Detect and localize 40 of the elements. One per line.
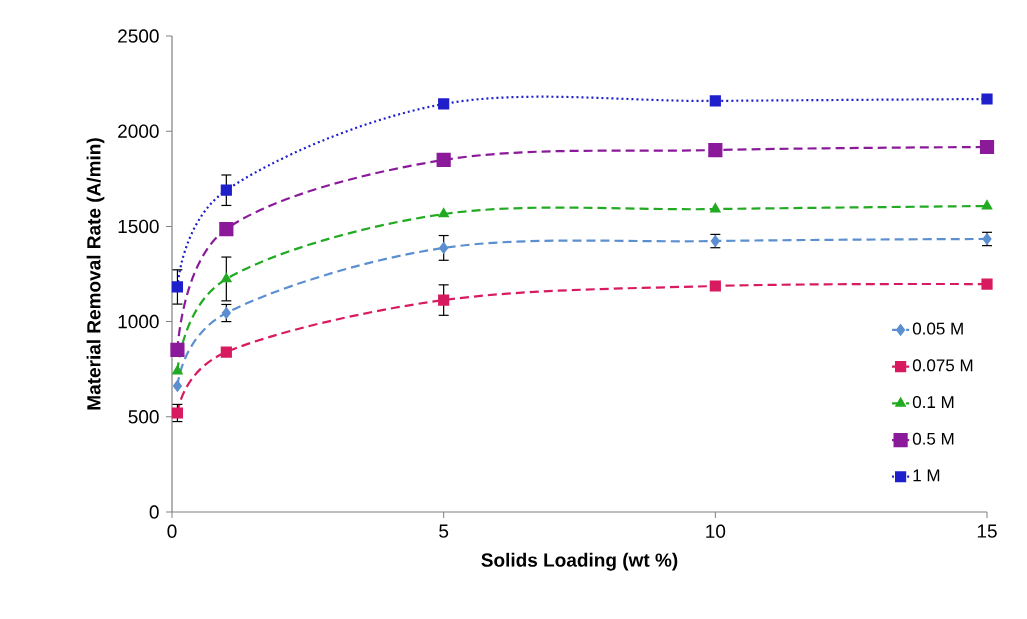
y-tick-label: 0	[149, 505, 159, 519]
point	[982, 200, 992, 210]
point	[221, 273, 232, 283]
point	[438, 294, 450, 306]
x-tick-label: 15	[977, 524, 997, 538]
point	[171, 281, 184, 293]
point	[172, 365, 183, 375]
legend-label: 0.075 M	[912, 359, 973, 372]
x-tick-label: 5	[439, 524, 449, 538]
point	[981, 278, 993, 290]
y-tick-label: 2500	[118, 29, 159, 43]
y-axis-title: Material Removal Rate (A/min)	[86, 138, 105, 410]
point	[438, 208, 449, 218]
point	[220, 346, 232, 358]
x-axis-title: Solids Loading (wt %)	[481, 552, 678, 571]
point	[221, 307, 231, 319]
point	[709, 95, 721, 107]
point	[710, 203, 721, 213]
point	[171, 407, 184, 419]
y-tick-label: 1000	[118, 314, 159, 329]
legend-label: 0.1 M	[912, 396, 954, 409]
point	[172, 380, 182, 392]
point	[709, 280, 721, 292]
x-tick-label: 10	[706, 524, 726, 538]
point	[981, 93, 993, 105]
legend-label: 0.5 M	[912, 432, 954, 445]
y-tick-label: 1500	[118, 219, 159, 234]
legend-label: 0.05 M	[912, 322, 963, 335]
point	[436, 152, 451, 168]
point	[438, 98, 450, 110]
point	[220, 184, 232, 196]
point	[439, 242, 449, 254]
x-tick-label: 0	[167, 524, 177, 538]
point	[219, 221, 234, 237]
point	[170, 342, 185, 358]
legend-label: 1 M	[913, 469, 940, 482]
point	[708, 142, 723, 158]
point	[979, 139, 995, 155]
y-tick-label: 500	[128, 410, 159, 424]
y-tick-label: 2000	[118, 124, 159, 138]
